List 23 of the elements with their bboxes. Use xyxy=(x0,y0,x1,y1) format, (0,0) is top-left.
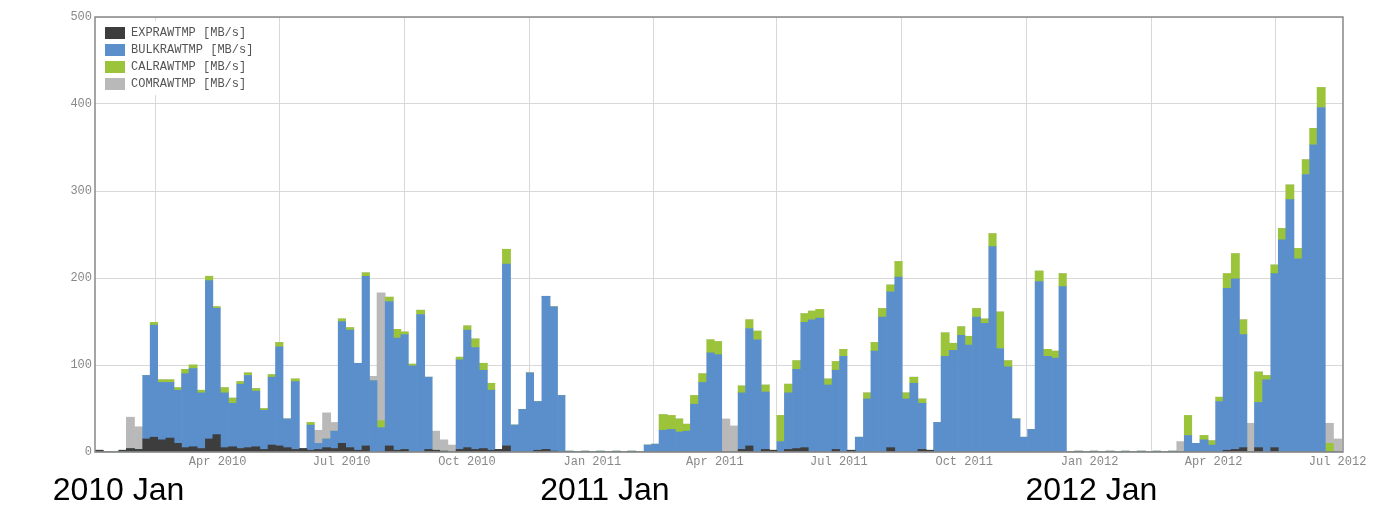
text: 2011 Jan xyxy=(540,471,670,505)
y-tick-label: 400 xyxy=(70,97,92,112)
x-tick-label: Apr 2010 xyxy=(188,455,247,470)
legend-label: EXPRAWTMP [MB/s] xyxy=(131,26,247,41)
y-tick-label: 300 xyxy=(70,184,92,199)
y-tick-label: 200 xyxy=(70,271,92,286)
x-tick-label: Jul 2011 xyxy=(810,455,868,470)
legend-label: CALRAWTMP [MB/s] xyxy=(131,60,247,75)
text: 2012 Jan xyxy=(1025,471,1158,505)
legend-label: COMRAWTMP [MB/s] xyxy=(131,77,247,92)
x-tick-label: Jan 2011 xyxy=(563,455,622,470)
legend-label: BULKRAWTMP [MB/s] xyxy=(131,43,254,58)
x-tick-label: Oct 2011 xyxy=(935,455,994,470)
y-tick-label: 100 xyxy=(70,358,92,373)
y-tick-label: 0 xyxy=(84,445,92,460)
x-tick-label: Jan 2012 xyxy=(1060,455,1119,470)
y-tick-label: 500 xyxy=(70,10,92,25)
x-tick-label: Apr 2011 xyxy=(686,455,744,470)
x-tick-label: Jul 2010 xyxy=(312,455,371,470)
x-tick-label: Oct 2010 xyxy=(438,455,496,470)
x-tick-label: Apr 2012 xyxy=(1184,455,1243,470)
text: 2010 Jan xyxy=(52,471,185,505)
x-tick-label: Jul 2012 xyxy=(1308,455,1367,470)
